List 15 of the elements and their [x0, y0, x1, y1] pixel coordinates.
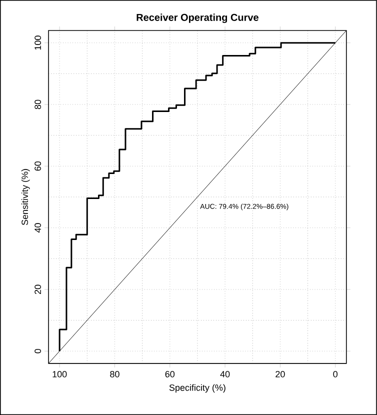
y-tick-label: 100	[34, 36, 42, 50]
y-axis-title: Sensitivity (%)	[21, 169, 30, 226]
x-tick-label: 40	[220, 370, 230, 378]
x-tick-label: 60	[165, 370, 175, 378]
x-tick-label: 0	[333, 370, 338, 378]
chart-title: Receiver Operating Curve	[136, 14, 259, 23]
y-tick-label: 80	[34, 100, 42, 110]
y-tick-label: 0	[34, 348, 42, 354]
x-axis-title: Specificity (%)	[169, 384, 226, 393]
x-tick-label: 80	[110, 370, 120, 378]
x-tick-label: 20	[276, 370, 285, 378]
y-tick-label: 20	[34, 284, 42, 294]
y-tick-label: 40	[34, 223, 42, 233]
x-tick-label: 100	[52, 370, 67, 378]
y-tick-label: 60	[34, 161, 42, 171]
